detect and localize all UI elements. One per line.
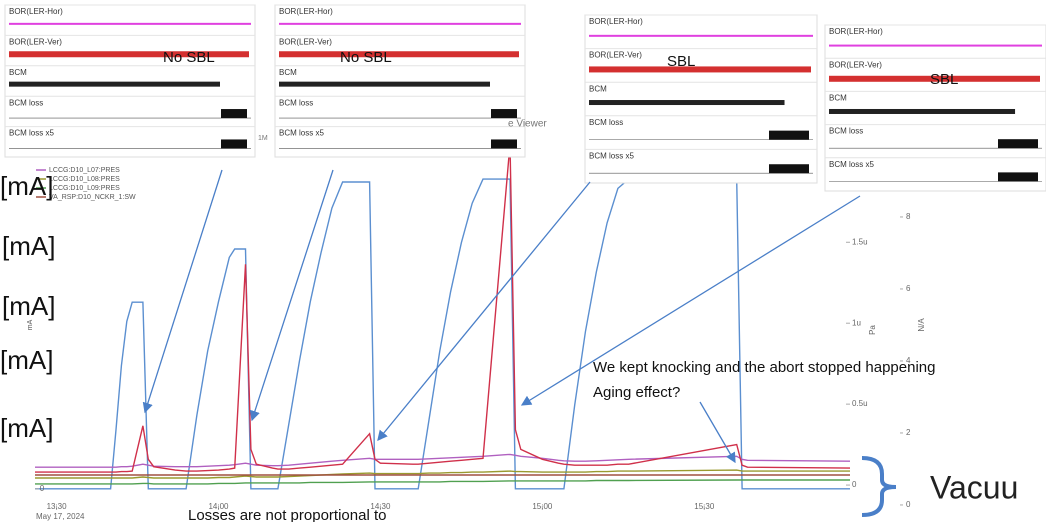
legend-label: VA_RSP:D10_NCKR_1:SW bbox=[49, 194, 136, 201]
x-tick-label: 13:30 bbox=[47, 502, 68, 511]
inset-row-label: BCM loss x5 bbox=[279, 129, 324, 138]
inset-row-label: BCM loss bbox=[9, 98, 43, 107]
unit-label: [mA] bbox=[2, 291, 55, 321]
inset-trace bbox=[998, 172, 1038, 181]
inset-trace bbox=[491, 139, 517, 148]
legend-label: LCCG:D10_L09:PRES bbox=[49, 185, 120, 192]
inset-row-label: BCM bbox=[829, 94, 847, 103]
inset-row-label: BOR(LER-Ver) bbox=[829, 60, 882, 69]
y2-tick-label: 1.5u bbox=[852, 237, 868, 246]
inset: BOR(LER-Hor) BOR(LER-Ver) BCM BCM loss BCM l… bbox=[585, 15, 817, 183]
inset-row-label: BOR(LER-Hor) bbox=[9, 7, 63, 16]
scale-label: 1M bbox=[258, 135, 268, 142]
inset-trace bbox=[589, 66, 811, 72]
legend-label: LCCG:D10_L07:PRES bbox=[49, 167, 120, 174]
unit-label: [mA] bbox=[2, 231, 55, 261]
inset-row-label: BOR(LER-Ver) bbox=[9, 38, 62, 47]
inset-trace bbox=[221, 109, 247, 118]
inset: BOR(LER-Hor) BOR(LER-Ver) BCM BCM loss BCM l… bbox=[5, 5, 255, 157]
y2-tick-label: 1u bbox=[852, 318, 861, 327]
inset: BOR(LER-Hor) BOR(LER-Ver) BCM BCM loss BCM l… bbox=[825, 25, 1046, 191]
y-tick-label: 0 bbox=[40, 484, 45, 493]
inset-row-label: BCM bbox=[589, 84, 607, 93]
inset-trace bbox=[589, 35, 813, 37]
inset-tag: SBL bbox=[930, 71, 958, 88]
inset-row-label: BCM loss x5 bbox=[9, 129, 54, 138]
inset-row-label: BCM bbox=[9, 68, 27, 77]
inset-row-label: BOR(LER-Hor) bbox=[589, 17, 643, 26]
inset: BOR(LER-Hor) BOR(LER-Ver) BCM BCM loss BCM l… bbox=[275, 5, 525, 157]
annotation: We kept knocking and the abort stopped h… bbox=[593, 359, 935, 376]
inset-row-label: BCM loss x5 bbox=[829, 160, 874, 169]
inset-trace bbox=[829, 109, 1015, 114]
inset-tag: SBL bbox=[667, 53, 695, 70]
unit-label: [mA] bbox=[0, 345, 53, 375]
x-tick-label: 15:00 bbox=[532, 502, 553, 511]
inset-row-label: BOR(LER-Ver) bbox=[279, 38, 332, 47]
legend-label: LCCG:D10_L08:PRES bbox=[49, 176, 120, 183]
inset-row-label: BCM loss bbox=[829, 127, 863, 136]
viewer-label: e Viewer bbox=[508, 119, 547, 130]
y3-tick-label: 8 bbox=[906, 212, 911, 221]
unit-label: [mA] bbox=[0, 413, 53, 443]
y3-tick-label: 6 bbox=[906, 284, 911, 293]
inset-row-label: BOR(LER-Ver) bbox=[589, 51, 642, 60]
inset-row-label: BCM loss bbox=[589, 118, 623, 127]
x-tick-label: 15:30 bbox=[694, 502, 715, 511]
y3-tick-label: 0 bbox=[906, 500, 911, 509]
inset-trace bbox=[998, 139, 1038, 148]
vacuum-label: Vacuu bbox=[930, 469, 1018, 505]
inset-trace bbox=[279, 82, 490, 87]
y2-tick-label: 0 bbox=[852, 480, 857, 489]
inset-trace bbox=[9, 82, 220, 87]
inset-trace bbox=[279, 51, 519, 57]
inset-row-label: BCM bbox=[279, 68, 297, 77]
inset-row-label: BCM loss bbox=[279, 98, 313, 107]
inset-trace bbox=[769, 131, 809, 140]
inset-trace bbox=[589, 100, 785, 105]
inset-tag: No SBL bbox=[163, 49, 215, 66]
inset-row-label: BOR(LER-Hor) bbox=[279, 7, 333, 16]
slide: 13:3014:0014:3015:0015:30000.5u1u1.5u024… bbox=[0, 0, 1046, 522]
x-date-label: May 17, 2024 bbox=[36, 512, 85, 521]
y3-axis-label: N/A bbox=[917, 318, 926, 332]
annotation: Aging effect? bbox=[593, 384, 680, 401]
inset-trace bbox=[491, 109, 517, 118]
y-axis-label: mA bbox=[27, 319, 34, 330]
footer-text: Losses are not proportional to bbox=[188, 507, 386, 522]
inset-tag: No SBL bbox=[340, 49, 392, 66]
inset-trace bbox=[829, 45, 1042, 47]
y2-axis-label: Pa bbox=[868, 325, 877, 335]
inset-row-label: BCM loss x5 bbox=[589, 152, 634, 161]
inset-trace bbox=[279, 23, 521, 25]
y3-tick-label: 2 bbox=[906, 428, 911, 437]
inset-trace bbox=[769, 164, 809, 173]
inset-trace bbox=[221, 139, 247, 148]
y2-tick-label: 0.5u bbox=[852, 399, 868, 408]
inset-row-label: BOR(LER-Hor) bbox=[829, 27, 883, 36]
inset-trace bbox=[9, 23, 251, 25]
unit-label: [mA] bbox=[0, 171, 53, 201]
